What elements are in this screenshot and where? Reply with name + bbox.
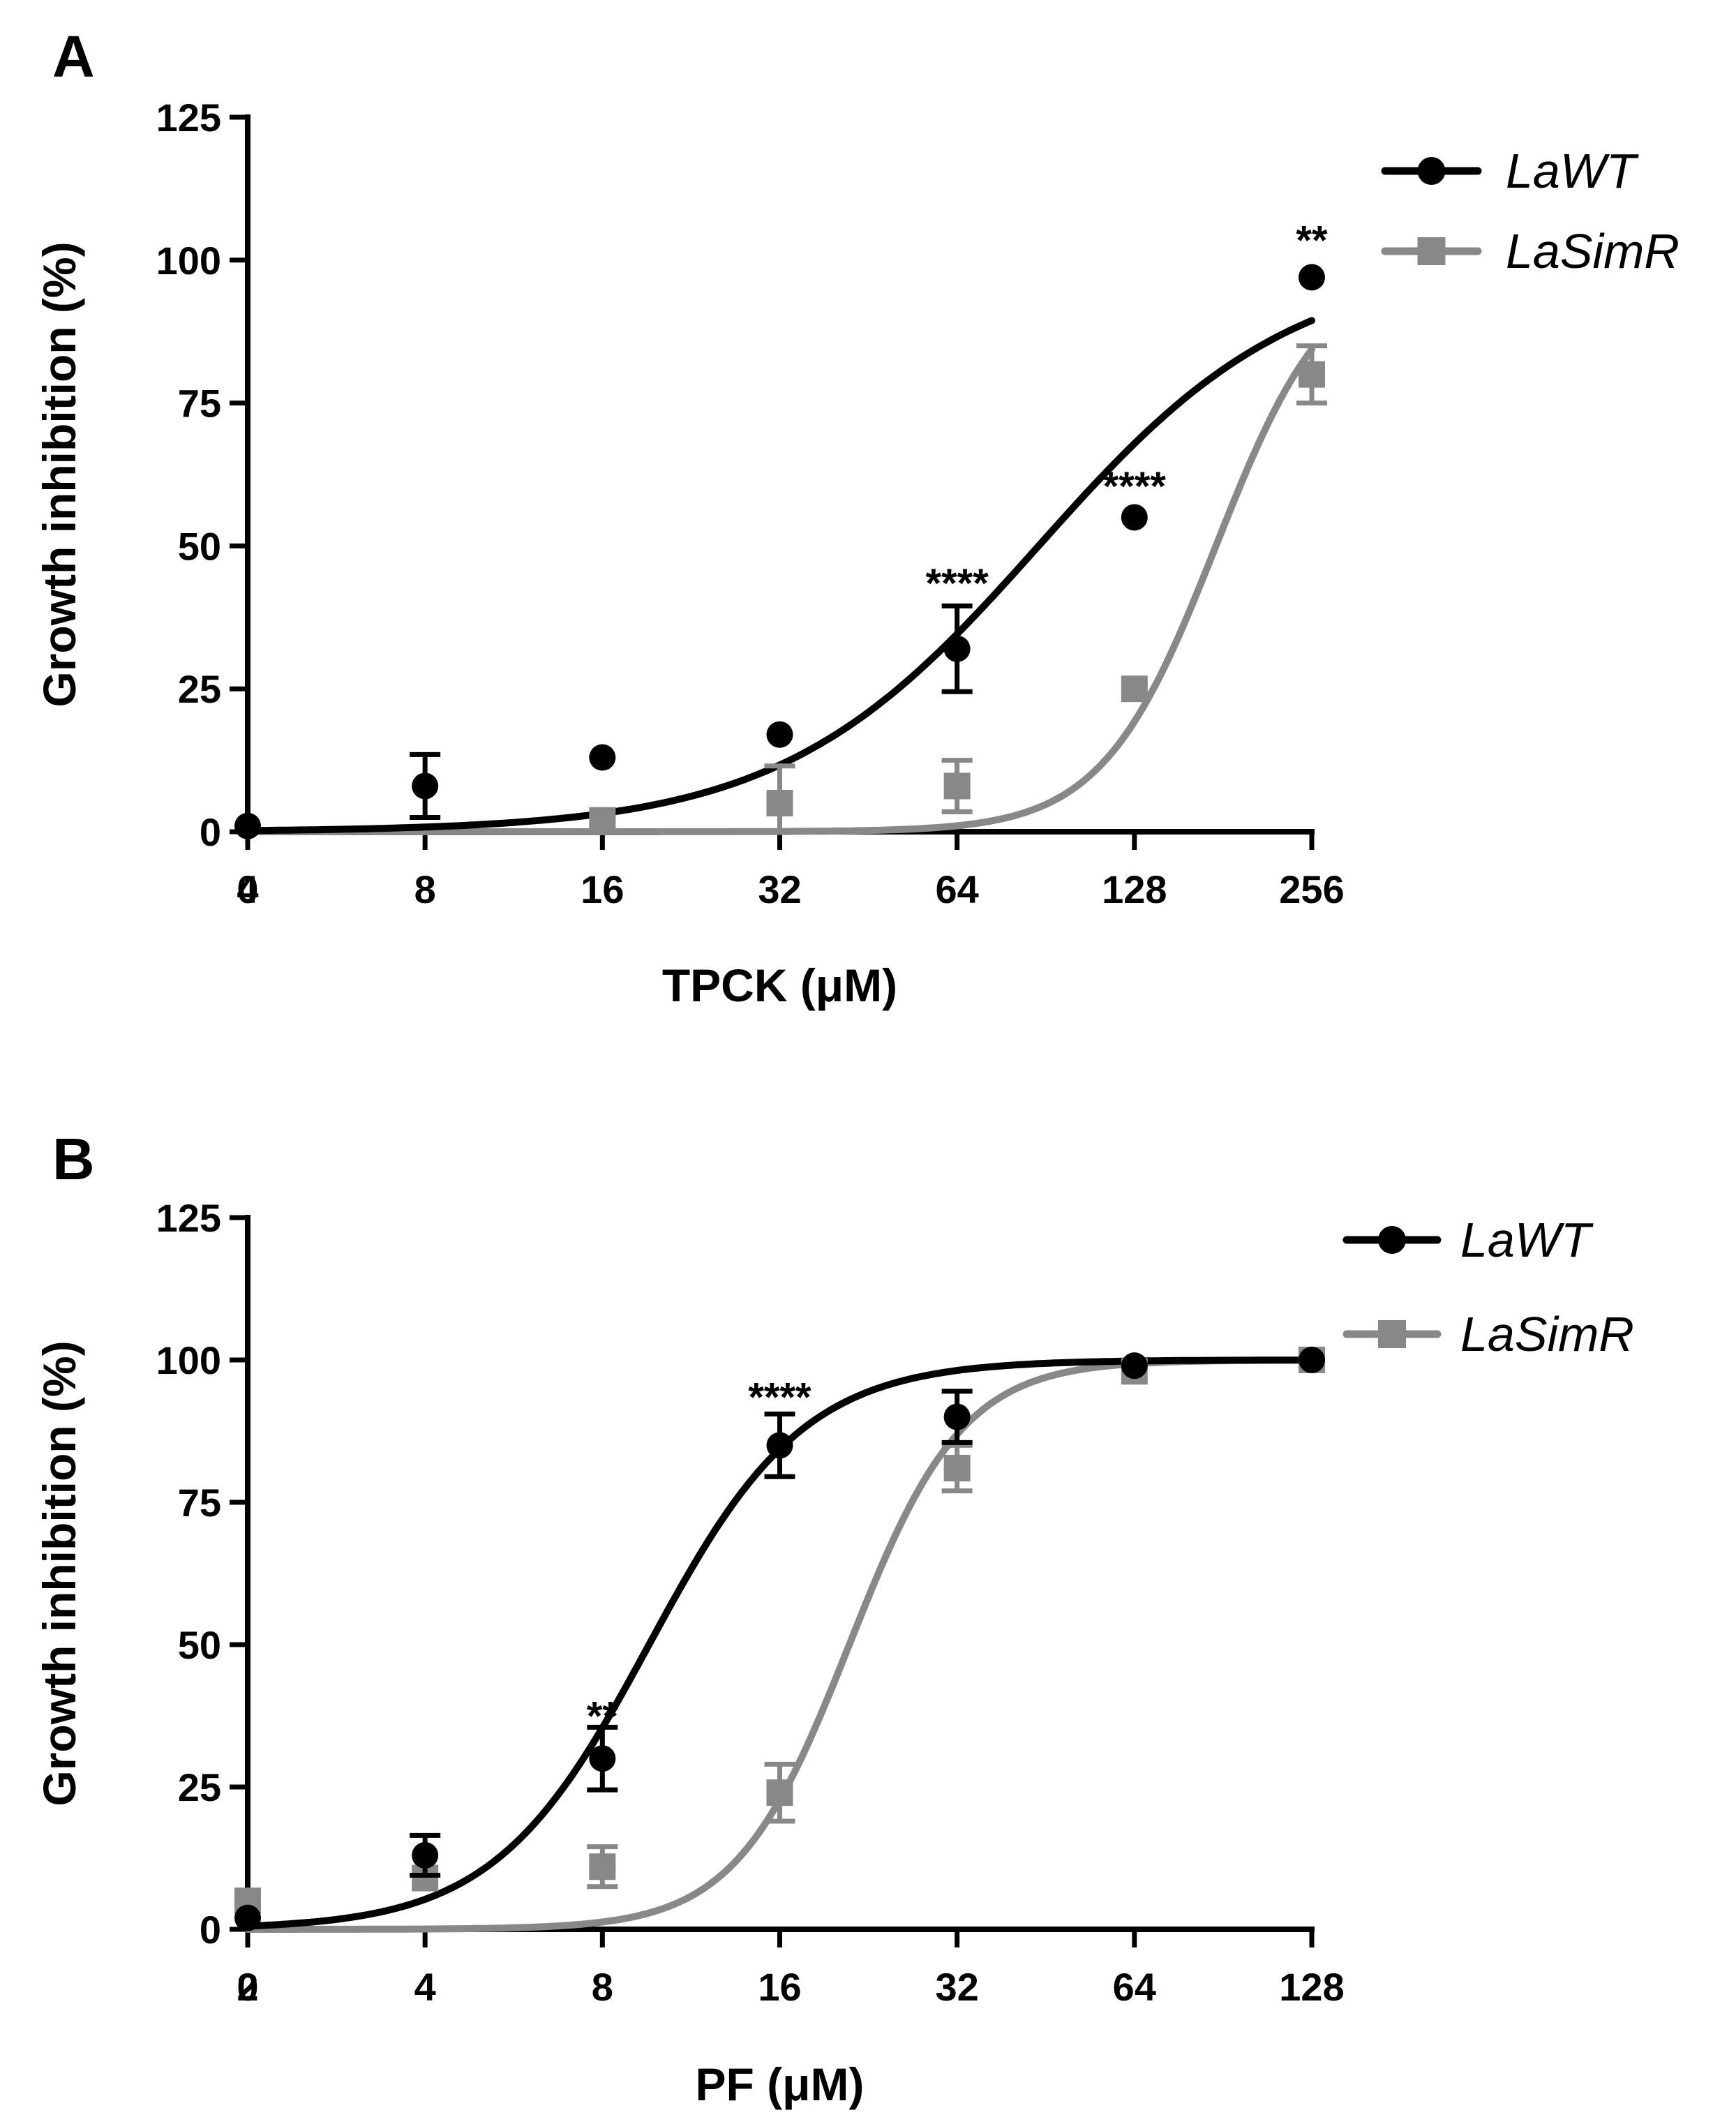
x-tick-label: 0 xyxy=(237,867,258,911)
data-point-lawt xyxy=(234,1904,261,1931)
data-point-lawt xyxy=(1121,1352,1148,1379)
data-point-lasimr xyxy=(1121,675,1148,703)
y-tick-label: 0 xyxy=(200,1908,221,1952)
y-tick-label: 50 xyxy=(178,1623,221,1667)
panel-letter: B xyxy=(52,1126,95,1192)
legend-marker-lawt xyxy=(1417,157,1446,185)
data-point-lawt xyxy=(412,772,439,800)
data-point-lasimr xyxy=(943,772,971,800)
y-tick-label: 125 xyxy=(156,96,221,140)
x-tick-label: 256 xyxy=(1279,867,1344,911)
legend-marker-lasimr xyxy=(1417,237,1446,265)
legend-label-lawt: LaWT xyxy=(1506,144,1639,198)
data-point-lawt xyxy=(766,721,793,748)
data-point-lawt xyxy=(1299,264,1325,291)
legend-label-lasimr: LaSimR xyxy=(1460,1307,1634,1361)
panel-letter: A xyxy=(52,24,95,89)
x-tick-label: 4 xyxy=(414,1965,436,2009)
x-tick-label: 16 xyxy=(581,867,624,911)
x-axis-title: PF (μM) xyxy=(696,2058,865,2110)
x-tick-label: 16 xyxy=(758,1965,801,2009)
data-point-lawt xyxy=(234,812,261,839)
x-axis-title: TPCK (μM) xyxy=(662,959,897,1011)
data-point-lasimr xyxy=(1299,361,1325,388)
panel-b-chart: B 0 25 50 75 100 125 02 4 8 16 32 64 128 PF (μM) Growth… xyxy=(33,1126,1634,2110)
data-point-lasimr xyxy=(589,1853,616,1880)
data-point-lasimr xyxy=(766,790,793,817)
y-axis-title: Growth inhibition (%) xyxy=(33,1340,85,1806)
y-tick-label: 125 xyxy=(156,1196,221,1240)
x-tick-label: 2 xyxy=(237,1965,258,2009)
y-tick-label: 50 xyxy=(178,524,221,568)
significance-label: ** xyxy=(587,1693,619,1739)
y-tick-label: 0 xyxy=(200,810,221,854)
x-tick-label: 32 xyxy=(758,867,801,911)
y-axis-title: Growth inhibition (%) xyxy=(33,241,85,707)
significance-label: **** xyxy=(748,1375,811,1420)
data-point-lasimr xyxy=(589,807,616,834)
significance-label: **** xyxy=(1103,464,1167,509)
panel-a-legend: LaWT LaSimR xyxy=(1381,144,1679,278)
panel-a-chart: A 0 25 50 75 100 125 04 8 16 32 64 128 256 TPCK (μM) Gr… xyxy=(33,24,1679,1011)
legend-label-lawt: LaWT xyxy=(1460,1213,1594,1267)
panel-b-legend: LaWT LaSimR xyxy=(1342,1213,1634,1361)
x-tick-label: 64 xyxy=(1113,1965,1156,2009)
y-tick-label: 25 xyxy=(178,1765,221,1809)
y-tick-label: 75 xyxy=(178,1481,221,1525)
fit-curve-lasimr xyxy=(244,345,1315,835)
x-tick-label: 128 xyxy=(1279,1965,1344,2009)
x-tick-label: 8 xyxy=(592,1965,613,2009)
x-tick-label: 128 xyxy=(1102,867,1167,911)
y-tick-label: 25 xyxy=(178,667,221,711)
fit-curve-lawt xyxy=(244,317,1315,835)
data-point-lawt xyxy=(412,1841,439,1869)
x-tick-label: 8 xyxy=(414,867,436,911)
legend-marker-lawt xyxy=(1378,1226,1406,1254)
data-point-lasimr xyxy=(766,1779,793,1807)
x-tick-label: 32 xyxy=(936,1965,979,2009)
significance-label: **** xyxy=(926,561,989,606)
data-point-lawt xyxy=(943,635,971,662)
y-tick-label: 100 xyxy=(156,1338,221,1382)
legend-marker-lasimr xyxy=(1378,1320,1406,1348)
data-point-lawt xyxy=(1299,1347,1325,1373)
data-point-lawt xyxy=(943,1403,971,1430)
data-point-lawt xyxy=(589,744,616,771)
data-point-lawt xyxy=(766,1432,793,1459)
data-point-lawt xyxy=(1121,504,1148,531)
y-tick-label: 100 xyxy=(156,239,221,283)
legend-label-lasimr: LaSimR xyxy=(1506,224,1679,278)
x-tick-label: 4 xyxy=(237,867,258,911)
y-tick-label: 75 xyxy=(178,382,221,426)
data-point-lawt xyxy=(589,1745,616,1772)
data-point-lasimr xyxy=(943,1455,971,1482)
significance-label: ** xyxy=(1296,218,1328,264)
x-tick-label: 64 xyxy=(936,867,979,911)
x-tick-label: 0 xyxy=(237,1965,258,2009)
